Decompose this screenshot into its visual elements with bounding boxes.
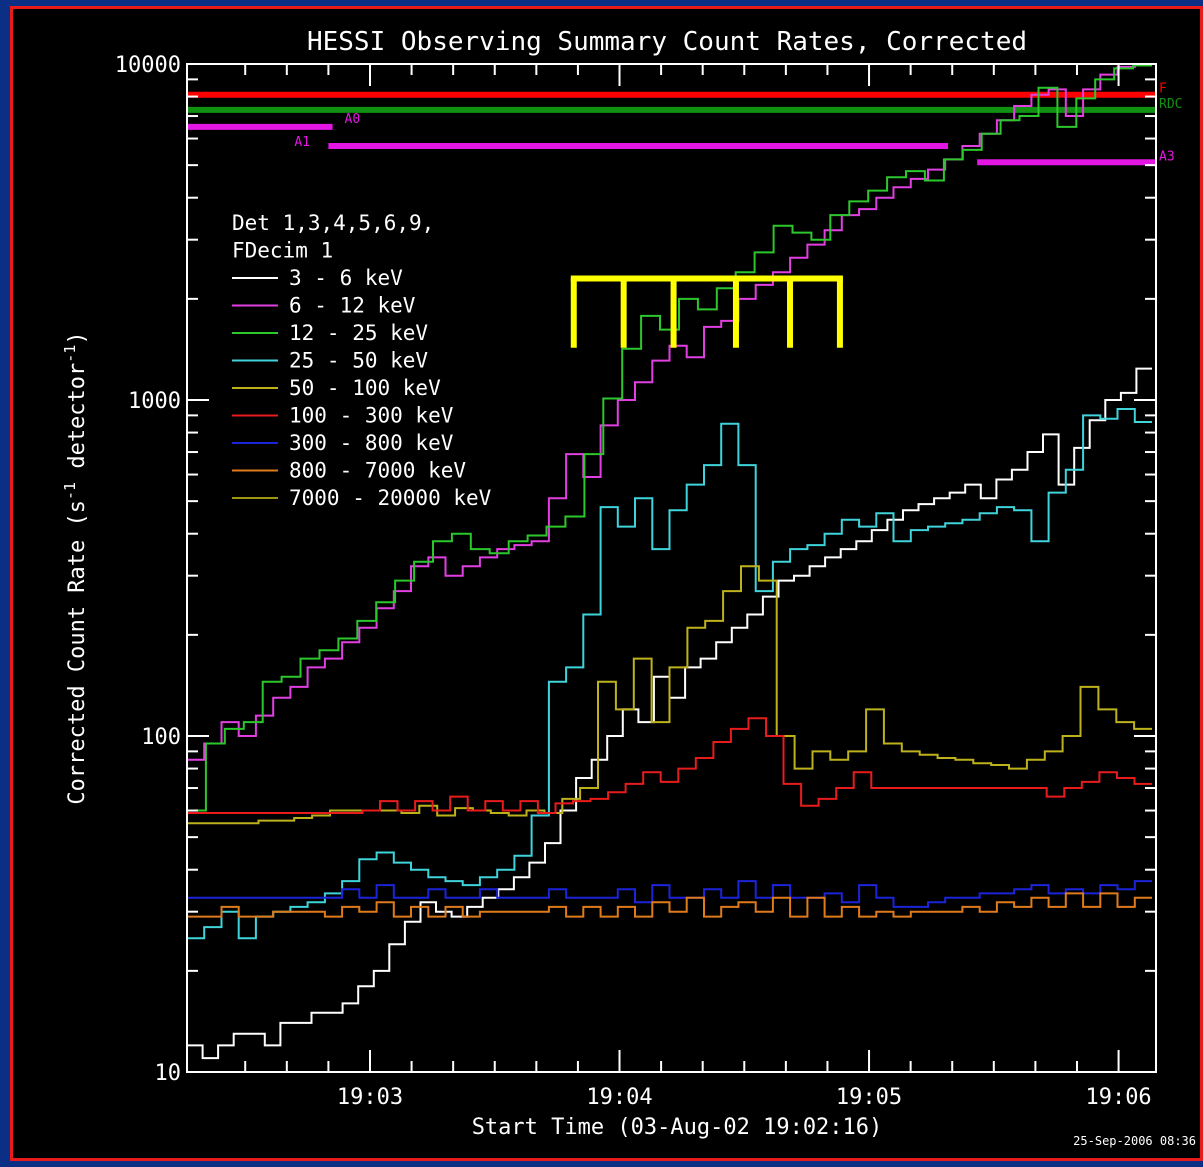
- x-tick-label: 19:04: [586, 1085, 652, 1110]
- x-tick-label: 19:03: [337, 1085, 403, 1110]
- series-line-12-25-kev: [187, 64, 1152, 812]
- y-tick-label: 10: [155, 1061, 182, 1086]
- flag-label-f: F: [1159, 82, 1167, 97]
- x-tick-label: 19:05: [836, 1085, 902, 1110]
- legend-label: 25 - 50 keV: [289, 349, 428, 373]
- series-line-300-800-kev: [187, 880, 1152, 908]
- y-tick-label: 10000: [115, 53, 181, 78]
- chart: HESSI Observing Summary Count Rates, Cor…: [61, 27, 1196, 1148]
- series-line-100-300-kev: [187, 717, 1152, 814]
- flag-label-a1: A1: [294, 135, 310, 150]
- legend-header: Det 1,3,4,5,6,9,: [232, 211, 434, 235]
- y-tick-label: 100: [141, 725, 181, 750]
- legend-label: 6 - 12 keV: [289, 294, 416, 318]
- y-tick-label: 1000: [128, 389, 181, 414]
- series-line-3-6-kev: [187, 367, 1152, 1060]
- legend-label: 300 - 800 keV: [289, 431, 454, 455]
- legend-label: 800 - 7000 keV: [289, 459, 466, 483]
- plot-area: [186, 63, 1157, 1073]
- legend-label: 7000 - 20000 keV: [289, 486, 492, 510]
- legend-header: FDecim 1: [232, 239, 333, 263]
- y-axis-label: Corrected Count Rate (s-1 detector-1): [61, 331, 90, 804]
- x-axis-label: Start Time (03-Aug-02 19:02:16): [472, 1115, 883, 1140]
- series-line-25-50-kev: [187, 408, 1152, 940]
- series-line-50-100-kev: [187, 565, 1152, 825]
- series-line-800-7000-kev: [187, 892, 1152, 918]
- legend-label: 12 - 25 keV: [289, 321, 428, 345]
- flag-label-rdc: RDC: [1159, 97, 1182, 112]
- legend-label: 3 - 6 keV: [289, 266, 403, 290]
- legend-label: 50 - 100 keV: [289, 376, 441, 400]
- chart-title: HESSI Observing Summary Count Rates, Cor…: [307, 27, 1027, 57]
- flag-label-a0: A0: [345, 112, 361, 127]
- legend-label: 100 - 300 keV: [289, 404, 454, 428]
- plot-window: HESSI Observing Summary Count Rates, Cor…: [10, 6, 1203, 1161]
- flag-label-a3: A3: [1159, 149, 1175, 164]
- x-tick-label: 19:06: [1085, 1085, 1151, 1110]
- footer-date: 25-Sep-2006 08:36: [1073, 1134, 1196, 1148]
